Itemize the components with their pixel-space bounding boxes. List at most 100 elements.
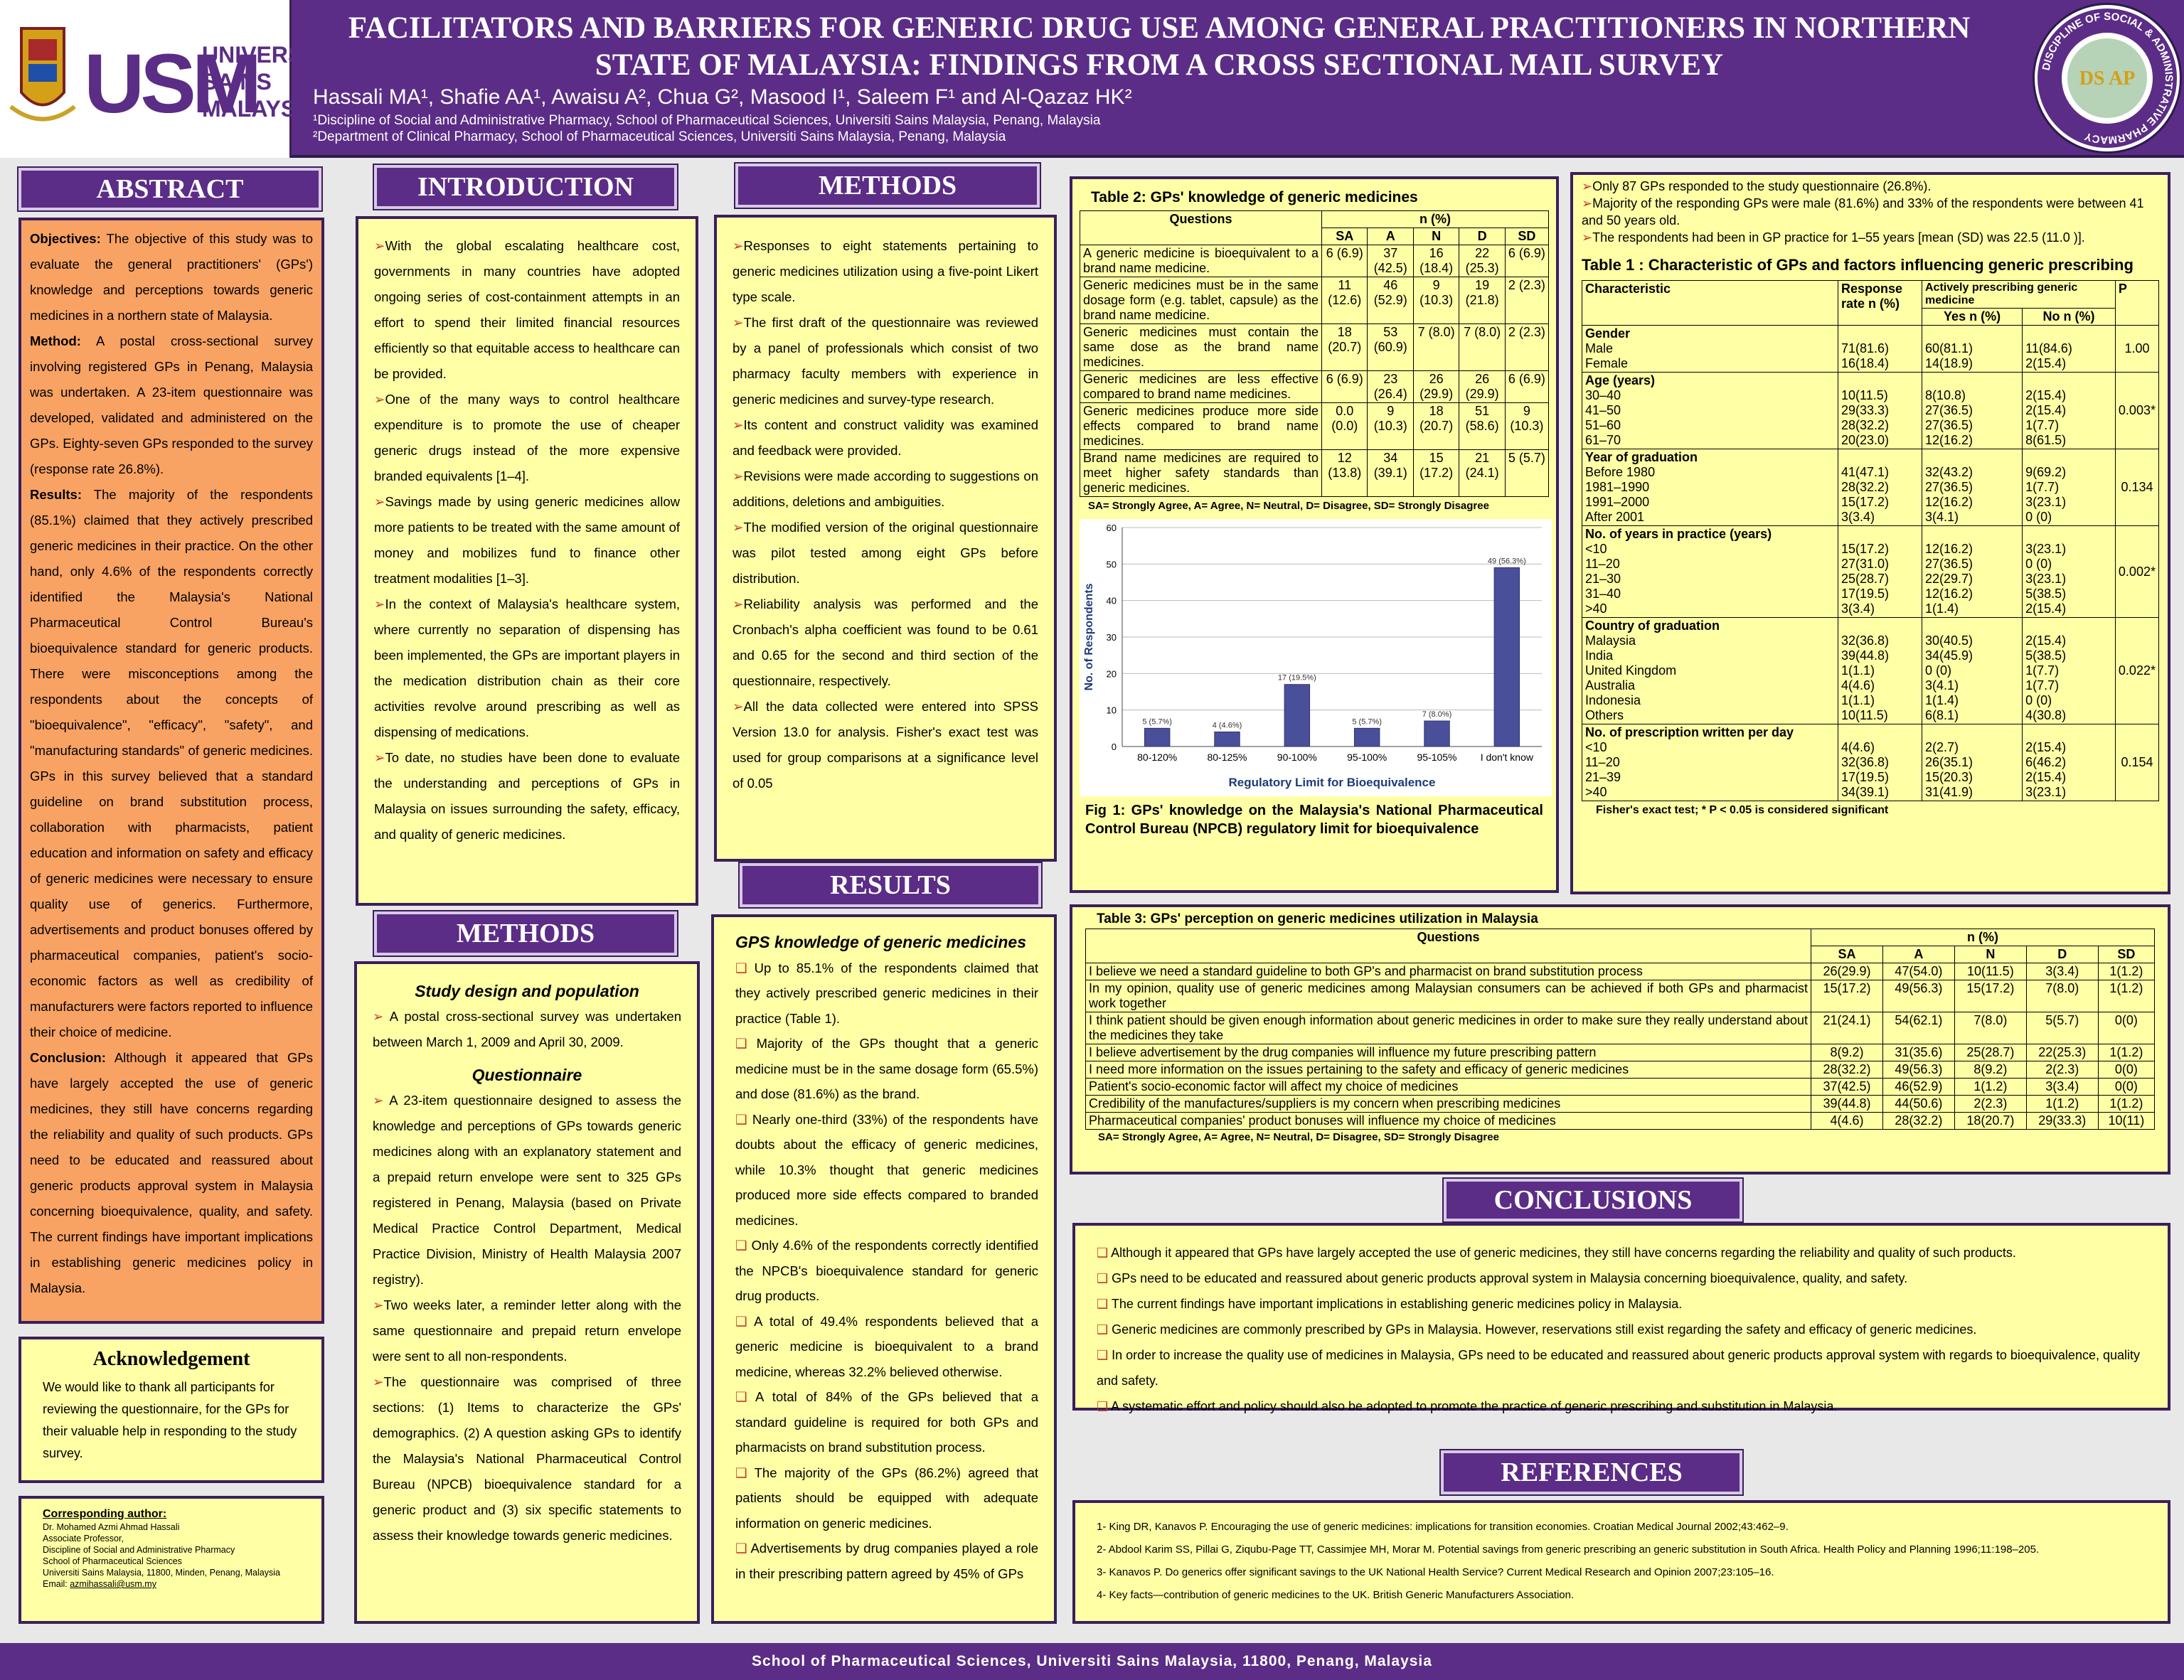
table3-title: Table 3: GPs' perception on generic medi… bbox=[1097, 911, 1538, 926]
arrow-bullet-icon: ➢ bbox=[733, 699, 744, 714]
table1-resp-value: 1(1.1) bbox=[1841, 663, 1875, 678]
summary-list: ➢Only 87 GPs responded to the study ques… bbox=[1582, 178, 2159, 246]
table3-header-questions: Questions bbox=[1085, 929, 1811, 963]
table1-group-row: Age (years) 30–40 41–50 51–60 61–70 10(11.5)… bbox=[1582, 372, 2160, 449]
table1-resp-value: 25(28.7) bbox=[1841, 572, 1890, 586]
table3-question: Pharmaceutical companies' product bonuse… bbox=[1085, 1112, 1811, 1130]
table1-group-name: Year of graduation bbox=[1585, 450, 1698, 464]
abstract-heading: ABSTRACT bbox=[18, 168, 321, 210]
x-tick-label: 95-105% bbox=[1417, 751, 1456, 763]
x-axis-title: Regulatory Limit for Bioequivalence bbox=[1229, 776, 1436, 789]
table1-yes-value: 22(29.7) bbox=[1925, 572, 1973, 586]
table1-resp-cell: 32(36.8) 39(44.8) 1(1.1) 4(4.6) 1(1.1) 10(11.… bbox=[1838, 617, 1922, 724]
email-link[interactable]: azmihassali@usm.my bbox=[70, 1579, 156, 1589]
table1-no-value: 2(15.4) bbox=[2025, 388, 2067, 402]
results-item: ❑ The majority of the GPs (86.2%) agreed… bbox=[735, 1465, 1038, 1531]
table3: Questions n (%) SA A N D SD I believe we need… bbox=[1085, 929, 2156, 1130]
table3-value: 0(0) bbox=[2097, 1078, 2156, 1096]
arrow-bullet-icon: ➢ bbox=[374, 238, 385, 253]
table2-row: Generic medicines are less effective com… bbox=[1080, 370, 1550, 403]
results-item: ❑ A total of 84% of the GPs believed tha… bbox=[735, 1389, 1039, 1455]
table1-group-name: Gender bbox=[1585, 326, 1631, 341]
y-tick-label: 0 bbox=[1112, 742, 1117, 752]
table2-value: 18 (20.7) bbox=[1412, 402, 1460, 450]
table2-row: Generic medicines produce more side effe… bbox=[1080, 402, 1550, 450]
table1-label: After 2001 bbox=[1585, 510, 1645, 524]
table2-value: 9 (10.3) bbox=[1412, 277, 1460, 324]
table3-col-header: A bbox=[1882, 946, 1955, 963]
spacer bbox=[2025, 619, 2112, 633]
table2-value: 2 (2.3) bbox=[1504, 323, 1550, 371]
table3-question: I need more information on the issues pe… bbox=[1085, 1061, 1811, 1079]
table1-yes-value: 12(16.2) bbox=[1925, 433, 1973, 447]
abstract-text: Objectives: The objective of this study … bbox=[21, 220, 321, 1307]
table3-question: Patient's socio-economic factor will aff… bbox=[1085, 1078, 1811, 1096]
table2-value: 6 (6.9) bbox=[1504, 370, 1550, 403]
methods2-list: ➢Responses to eight statements pertainin… bbox=[717, 218, 1054, 796]
intro-item: ➢In the context of Malaysia's healthcare… bbox=[374, 596, 680, 739]
method-label: Method: bbox=[30, 333, 81, 348]
table1-no-value: 1(7.7) bbox=[2025, 678, 2060, 692]
table2-question: Generic medicines produce more side effe… bbox=[1080, 402, 1322, 450]
table1-resp-value: 32(36.8) bbox=[1841, 633, 1890, 648]
table3-value: 1(1.2) bbox=[1954, 1078, 2027, 1096]
table1-label: 30–40 bbox=[1585, 388, 1621, 402]
table1-label: 41–50 bbox=[1585, 403, 1621, 417]
introduction-panel: ➢With the global escalating healthcare c… bbox=[356, 216, 698, 906]
table3-value: 26(29.9) bbox=[1811, 963, 1883, 980]
poster-footer: School of Pharmaceutical Sciences, Unive… bbox=[0, 1643, 2184, 1680]
y-tick-label: 40 bbox=[1107, 596, 1117, 606]
table1-p-value: 0.154 bbox=[2114, 724, 2160, 801]
table2-value: 19 (21.8) bbox=[1459, 277, 1506, 324]
methods-heading-2: METHODS bbox=[735, 164, 1040, 208]
square-bullet-icon: ❑ bbox=[1097, 1322, 1109, 1337]
bar bbox=[1144, 727, 1171, 747]
table1-resp-value: 41(47.1) bbox=[1841, 465, 1890, 479]
table1-yes-value: 27(36.5) bbox=[1925, 418, 1973, 432]
table3-value: 5(5.7) bbox=[2025, 1012, 2099, 1044]
table2-value: 51 (58.6) bbox=[1459, 402, 1506, 450]
square-bullet-icon: ❑ bbox=[735, 1111, 747, 1127]
table1-yes-value: 12(16.2) bbox=[1925, 495, 1973, 509]
table3-value: 29(33.3) bbox=[2025, 1112, 2099, 1130]
table1-resp-value: 15(17.2) bbox=[1841, 542, 1890, 556]
table2-row: A generic medicine is bioequivalent to a… bbox=[1080, 245, 1550, 277]
table1-no-value: 1(7.7) bbox=[2025, 480, 2060, 494]
table1-label: >40 bbox=[1585, 785, 1607, 799]
author-school: School of Pharmaceutical Sciences bbox=[43, 1556, 182, 1566]
table1-no-cell: 11(84.6) 2(15.4) bbox=[2022, 325, 2116, 373]
conclusions-list: ❑ Although it appeared that GPs have lar… bbox=[1097, 1240, 2146, 1419]
table1-no-value: 2(15.4) bbox=[2025, 740, 2067, 754]
spacer bbox=[1925, 326, 2019, 341]
table1-group-row: Gender Male Female 71(81.6) 16(18.4) 60(81.… bbox=[1582, 325, 2160, 373]
square-bullet-icon: ❑ bbox=[1097, 1271, 1109, 1285]
table1-no-value: 0 (0) bbox=[2025, 693, 2052, 707]
table2-value: 26 (29.9) bbox=[1412, 370, 1460, 403]
table1-resp-value: 28(32.2) bbox=[1841, 418, 1890, 432]
table1-yes-value: 1(1.4) bbox=[1925, 601, 1959, 616]
seal-letters: DS AP bbox=[2079, 68, 2136, 90]
y-tick-label: 20 bbox=[1107, 668, 1117, 679]
table1-no-value: 8(61.5) bbox=[2025, 433, 2067, 447]
table1-resp-cell: 4(4.6) 32(36.8) 17(19.5) 34(39.1) bbox=[1838, 724, 1922, 801]
table1-group-cell: Age (years) 30–40 41–50 51–60 61–70 bbox=[1582, 372, 1838, 449]
bar-data-label: 7 (8.0%) bbox=[1422, 710, 1452, 719]
table3-row: I think patient should be given enough i… bbox=[1085, 1012, 2156, 1044]
table1-group-cell: No. of years in practice (years) <10 11–20… bbox=[1582, 525, 1838, 618]
table3-value: 31(35.6) bbox=[1882, 1044, 1955, 1061]
square-bullet-icon: ❑ bbox=[735, 1465, 747, 1480]
table1-label: Before 1980 bbox=[1585, 465, 1656, 479]
table3-value: 3(3.4) bbox=[2025, 1078, 2099, 1096]
table1-label: 21–39 bbox=[1585, 770, 1621, 784]
table3-col-header: SA bbox=[1811, 946, 1883, 963]
arrow-bullet-icon: ➢ bbox=[1582, 179, 1593, 193]
table3-value: 1(1.2) bbox=[2097, 1095, 2156, 1113]
table1-group-row: No. of years in practice (years) <10 11–20… bbox=[1582, 525, 2160, 618]
x-tick-label: I don't know bbox=[1481, 751, 1534, 763]
table3-header-n: n (%) bbox=[1811, 929, 2155, 946]
table1-p-value: 0.002* bbox=[2114, 525, 2160, 618]
table1-p-value: 0.022* bbox=[2114, 617, 2160, 724]
table1-resp-value: 32(36.8) bbox=[1841, 755, 1890, 769]
reference-item: 3- Kanavos P. Do generics offer signific… bbox=[1097, 1566, 1774, 1578]
usm-name-line1: UNIVERSITI bbox=[202, 42, 330, 68]
